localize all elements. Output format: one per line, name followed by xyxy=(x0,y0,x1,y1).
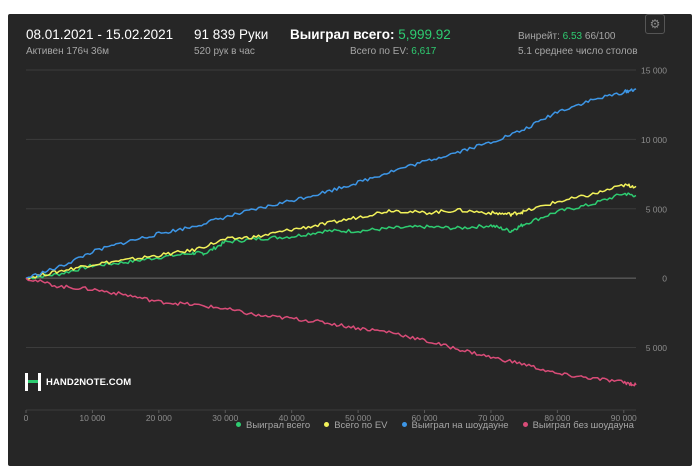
y-tick-label: 5 000 xyxy=(646,343,668,353)
legend-item-showdown[interactable]: Выиграл на шоудауне xyxy=(401,420,509,431)
series-non-showdown xyxy=(25,277,637,387)
x-tick-label: 50 000 xyxy=(345,413,371,423)
series-showdown xyxy=(25,88,637,279)
gear-icon[interactable]: ⚙ xyxy=(645,14,665,34)
won-total: Выиграл всего: 5,999.92 xyxy=(290,27,451,42)
y-tick-label: 0 xyxy=(662,274,667,284)
x-tick-label: 30 000 xyxy=(212,413,238,423)
series-ev-total xyxy=(25,183,637,281)
legend-dot-won-total xyxy=(236,421,241,427)
legend-dot-showdown xyxy=(401,421,407,427)
winrate-suffix: 66/100 xyxy=(584,31,616,42)
won-total-label: Выиграл всего: xyxy=(290,27,395,42)
chart-legend: Выиграл всего Всего по EV Выиграл на шоу… xyxy=(236,420,634,431)
y-tick-label: 15 000 xyxy=(641,66,667,76)
chart-grid xyxy=(26,69,636,411)
legend-dot-non-showdown xyxy=(522,421,528,427)
x-tick-label: 20 000 xyxy=(146,413,172,423)
legend-label-ev-total: Всего по EV xyxy=(334,420,388,431)
avg-tables: 5.1 среднее число столов xyxy=(518,46,638,57)
legend-label-showdown: Выиграл на шоудауне xyxy=(411,420,509,431)
winrate: Винрейт: 6.53 66/100 xyxy=(518,31,615,42)
legend-label-won-total: Выиграл всего xyxy=(246,420,311,431)
legend-item-won-total[interactable]: Выиграл всего xyxy=(236,420,310,431)
legend-item-ev-total[interactable]: Всего по EV xyxy=(324,420,388,431)
winrate-value: 6.53 xyxy=(562,31,583,42)
hand2note-logo-icon xyxy=(25,373,41,391)
hands-per-hour: 520 рук в час xyxy=(194,46,255,57)
ev-total-value: 6,617 xyxy=(411,46,437,57)
x-tick-label: 80 000 xyxy=(544,413,570,423)
graph-panel xyxy=(8,14,692,466)
x-tick-label: 10 000 xyxy=(79,413,105,423)
y-axis-ticks: 15 000 10 000 5 000 0 5 000 xyxy=(641,66,667,354)
hand2note-logo: HAND2NOTE.COM xyxy=(25,373,131,391)
x-tick-label: 60 000 xyxy=(412,413,438,423)
x-tick-label: 70 000 xyxy=(478,413,504,423)
won-total-value: 5,999.92 xyxy=(398,27,451,42)
active-time: Активен 176ч 36м xyxy=(26,46,110,57)
legend-item-non-showdown[interactable]: Выиграл без шоудауна xyxy=(522,420,634,431)
legend-dot-ev-total xyxy=(324,421,330,427)
logo-text: HAND2NOTE.COM xyxy=(46,376,132,388)
winrate-label: Винрейт: xyxy=(518,31,560,42)
ev-total-label: Всего по EV: xyxy=(350,46,409,57)
x-tick-label: 0 xyxy=(24,413,29,423)
y-tick-label: 10 000 xyxy=(641,135,667,145)
x-tick-label: 90 000 xyxy=(611,413,637,423)
x-tick-label: 40 000 xyxy=(279,413,305,423)
date-range: 08.01.2021 - 15.02.2021 xyxy=(26,27,174,42)
x-axis-ticks: 0 10 000 20 000 30 000 40 000 50 000 60 000 70 … xyxy=(24,410,637,423)
ev-total: Всего по EV: 6,617 xyxy=(350,46,436,57)
hands-count: 91 839 Руки xyxy=(194,27,269,42)
y-tick-label: 5 000 xyxy=(646,204,668,214)
chart-series xyxy=(25,88,637,387)
legend-label-non-showdown: Выиграл без шоудауна xyxy=(532,420,634,431)
